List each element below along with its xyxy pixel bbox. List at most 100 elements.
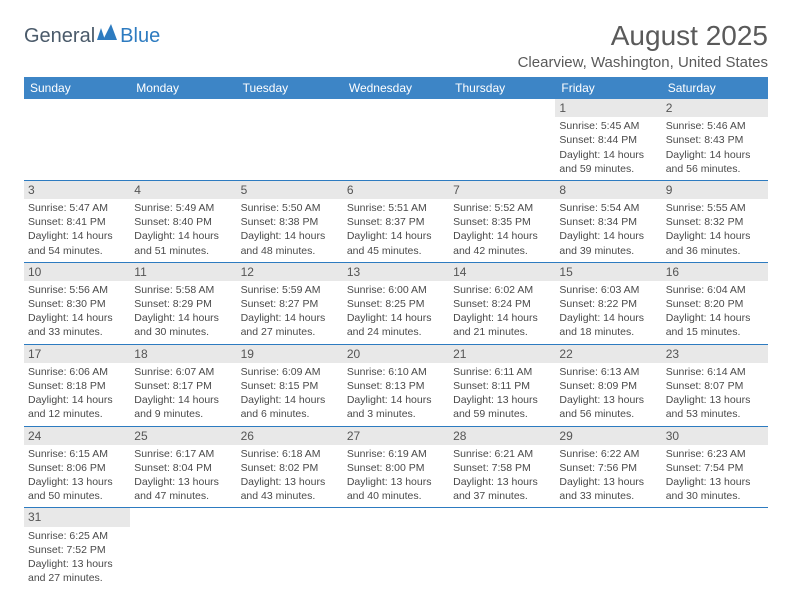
sunset-text: Sunset: 7:58 PM (453, 461, 551, 475)
weekday-header: Thursday (449, 77, 555, 99)
calendar-day-cell: 18Sunrise: 6:07 AMSunset: 8:17 PMDayligh… (130, 344, 236, 426)
header: General Blue August 2025 Clearview, Wash… (24, 20, 768, 71)
day-number: 9 (662, 181, 768, 199)
calendar-day-cell: 15Sunrise: 6:03 AMSunset: 8:22 PMDayligh… (555, 262, 661, 344)
day-number: 1 (555, 99, 661, 117)
daylight-text: Daylight: 13 hours and 33 minutes. (559, 475, 657, 503)
calendar-day-cell: 31Sunrise: 6:25 AMSunset: 7:52 PMDayligh… (24, 508, 130, 589)
daylight-text: Daylight: 14 hours and 9 minutes. (134, 393, 232, 421)
sunrise-text: Sunrise: 6:25 AM (28, 529, 126, 543)
sunset-text: Sunset: 8:02 PM (241, 461, 339, 475)
day-number: 23 (662, 345, 768, 363)
calendar-day-cell (662, 508, 768, 589)
calendar-day-cell: 21 Sunrise: 6:11 AMSunset: 8:11 PMDayligh… (449, 344, 555, 426)
daylight-text: Daylight: 14 hours and 45 minutes. (347, 229, 445, 257)
day-number: 24 (24, 427, 130, 445)
daylight-text: Daylight: 14 hours and 12 minutes. (28, 393, 126, 421)
sunset-text: Sunset: 8:15 PM (241, 379, 339, 393)
day-number: 16 (662, 263, 768, 281)
sunrise-text: Sunrise: 6:02 AM (453, 283, 551, 297)
sunrise-text: Sunrise: 5:46 AM (666, 119, 764, 133)
sunset-text: Sunset: 8:24 PM (453, 297, 551, 311)
calendar-day-cell: 19 Sunrise: 6:09 AMSunset: 8:15 PMDayligh… (237, 344, 343, 426)
logo-text-2: Blue (120, 25, 160, 48)
daylight-text: Daylight: 13 hours and 43 minutes. (241, 475, 339, 503)
sunset-text: Sunset: 7:54 PM (666, 461, 764, 475)
sunset-text: Sunset: 8:13 PM (347, 379, 445, 393)
daylight-text: Daylight: 13 hours and 59 minutes. (453, 393, 551, 421)
day-number: 6 (343, 181, 449, 199)
logo: General Blue (24, 24, 160, 48)
day-number: 5 (237, 181, 343, 199)
calendar-day-cell: 10Sunrise: 5:56 AMSunset: 8:30 PMDayligh… (24, 262, 130, 344)
day-number: 17 (24, 345, 130, 363)
sunset-text: Sunset: 8:00 PM (347, 461, 445, 475)
weekday-header: Tuesday (237, 77, 343, 99)
calendar-day-cell: 2Sunrise: 5:46 AMSunset: 8:43 PMDaylight… (662, 99, 768, 180)
sunrise-text: Sunrise: 5:45 AM (559, 119, 657, 133)
day-number: 15 (555, 263, 661, 281)
sunset-text: Sunset: 8:32 PM (666, 215, 764, 229)
sunrise-text: Sunrise: 6:18 AM (241, 447, 339, 461)
daylight-text: Daylight: 13 hours and 56 minutes. (559, 393, 657, 421)
daylight-text: Daylight: 14 hours and 48 minutes. (241, 229, 339, 257)
sunrise-text: Sunrise: 5:50 AM (241, 201, 339, 215)
sunset-text: Sunset: 8:20 PM (666, 297, 764, 311)
weekday-header: Sunday (24, 77, 130, 99)
sunrise-text: Sunrise: 5:51 AM (347, 201, 445, 215)
day-number: 2 (662, 99, 768, 117)
daylight-text: Daylight: 14 hours and 51 minutes. (134, 229, 232, 257)
sunrise-text: Sunrise: 5:59 AM (241, 283, 339, 297)
sunrise-text: Sunrise: 6:00 AM (347, 283, 445, 297)
calendar-day-cell: 26Sunrise: 6:18 AMSunset: 8:02 PMDayligh… (237, 426, 343, 508)
calendar-day-cell: 7Sunrise: 5:52 AMSunset: 8:35 PMDaylight… (449, 180, 555, 262)
day-number: 10 (24, 263, 130, 281)
calendar-week-row: 31Sunrise: 6:25 AMSunset: 7:52 PMDayligh… (24, 508, 768, 589)
calendar-day-cell: 8Sunrise: 5:54 AMSunset: 8:34 PMDaylight… (555, 180, 661, 262)
sunrise-text: Sunrise: 6:11 AM (453, 365, 551, 379)
sunset-text: Sunset: 8:18 PM (28, 379, 126, 393)
daylight-text: Daylight: 14 hours and 30 minutes. (134, 311, 232, 339)
calendar-day-cell (555, 508, 661, 589)
calendar-day-cell (24, 99, 130, 180)
daylight-text: Daylight: 13 hours and 30 minutes. (666, 475, 764, 503)
calendar-day-cell: 24Sunrise: 6:15 AMSunset: 8:06 PMDayligh… (24, 426, 130, 508)
sunset-text: Sunset: 7:52 PM (28, 543, 126, 557)
calendar-day-cell: 28Sunrise: 6:21 AMSunset: 7:58 PMDayligh… (449, 426, 555, 508)
day-number: 19 (237, 345, 343, 363)
sunrise-text: Sunrise: 6:23 AM (666, 447, 764, 461)
daylight-text: Daylight: 14 hours and 6 minutes. (241, 393, 339, 421)
daylight-text: Daylight: 13 hours and 53 minutes. (666, 393, 764, 421)
sunrise-text: Sunrise: 5:49 AM (134, 201, 232, 215)
sunrise-text: Sunrise: 6:17 AM (134, 447, 232, 461)
calendar-day-cell: 14 Sunrise: 6:02 AMSunset: 8:24 PMDayligh… (449, 262, 555, 344)
day-number: 20 (343, 345, 449, 363)
sunrise-text: Sunrise: 5:47 AM (28, 201, 126, 215)
sunrise-text: Sunrise: 6:06 AM (28, 365, 126, 379)
sunset-text: Sunset: 8:11 PM (453, 379, 551, 393)
calendar-day-cell: 27Sunrise: 6:19 AMSunset: 8:00 PMDayligh… (343, 426, 449, 508)
calendar-day-cell: 9Sunrise: 5:55 AMSunset: 8:32 PMDaylight… (662, 180, 768, 262)
day-number: 21 (449, 345, 555, 363)
daylight-text: Daylight: 13 hours and 50 minutes. (28, 475, 126, 503)
day-number: 25 (130, 427, 236, 445)
sunrise-text: Sunrise: 6:21 AM (453, 447, 551, 461)
calendar-day-cell: 5Sunrise: 5:50 AMSunset: 8:38 PMDaylight… (237, 180, 343, 262)
day-number: 14 (449, 263, 555, 281)
daylight-text: Daylight: 13 hours and 27 minutes. (28, 557, 126, 585)
daylight-text: Daylight: 14 hours and 3 minutes. (347, 393, 445, 421)
daylight-text: Daylight: 13 hours and 37 minutes. (453, 475, 551, 503)
sunrise-text: Sunrise: 5:52 AM (453, 201, 551, 215)
calendar-week-row: 3Sunrise: 5:47 AMSunset: 8:41 PMDaylight… (24, 180, 768, 262)
daylight-text: Daylight: 14 hours and 54 minutes. (28, 229, 126, 257)
sunset-text: Sunset: 8:43 PM (666, 133, 764, 147)
sunset-text: Sunset: 8:34 PM (559, 215, 657, 229)
day-number: 8 (555, 181, 661, 199)
sunset-text: Sunset: 8:41 PM (28, 215, 126, 229)
sunset-text: Sunset: 8:37 PM (347, 215, 445, 229)
calendar-day-cell (449, 99, 555, 180)
sunrise-text: Sunrise: 6:13 AM (559, 365, 657, 379)
calendar-week-row: 1Sunrise: 5:45 AMSunset: 8:44 PMDaylight… (24, 99, 768, 180)
sunrise-text: Sunrise: 6:09 AM (241, 365, 339, 379)
daylight-text: Daylight: 14 hours and 21 minutes. (453, 311, 551, 339)
